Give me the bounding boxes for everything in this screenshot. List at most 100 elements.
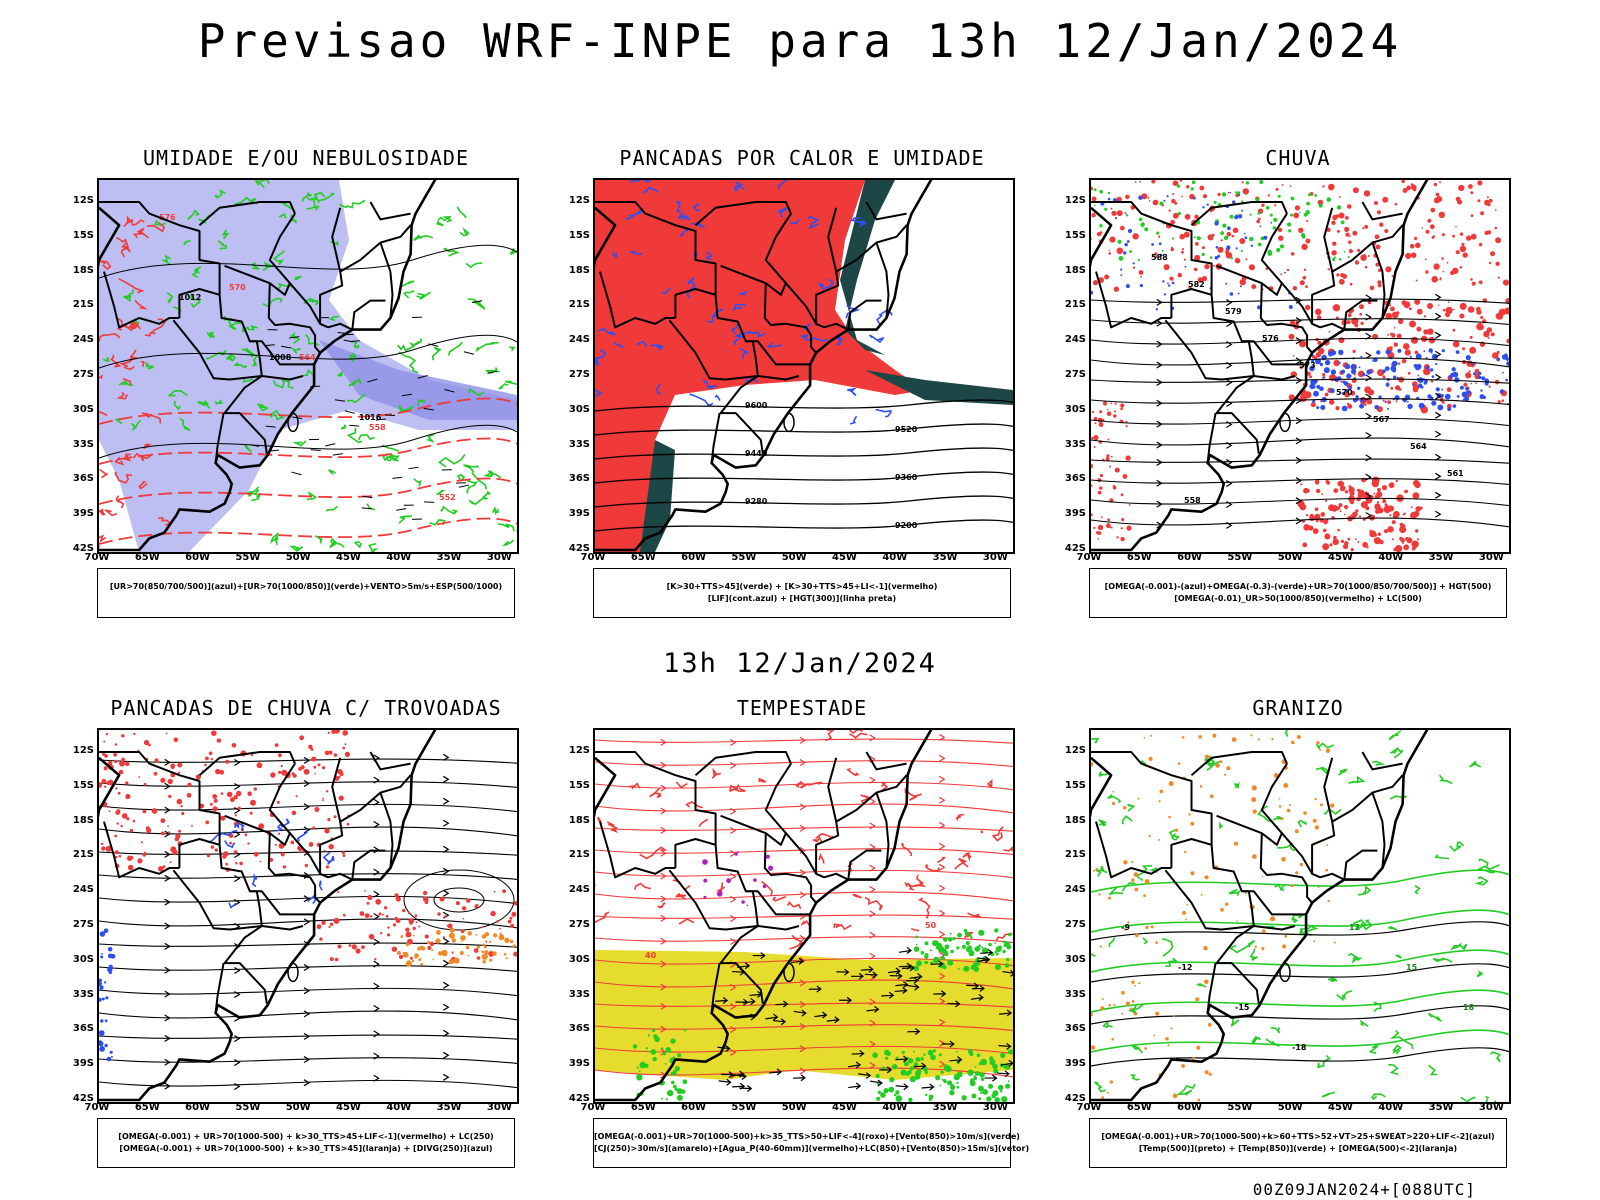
rain-red-south	[1297, 476, 1423, 552]
legend-box: [UR>70(850/700/500)](azul)+[UR>70(1000/8…	[97, 568, 515, 618]
lat-tick-label: 12S	[72, 745, 94, 756]
lat-tick-label: 36S	[72, 473, 94, 485]
lon-tick-label: 40W	[882, 552, 908, 563]
lat-tick-label: 27S	[72, 369, 94, 380]
omega500-orange-south	[1091, 979, 1212, 1102]
contour-label: 9280	[745, 497, 768, 506]
hgt300-contours	[595, 399, 1013, 532]
anticyclone-loop	[403, 869, 515, 931]
map-borders	[1091, 730, 1429, 1102]
lon-tick-label: 65W	[1126, 552, 1152, 563]
forecast-map-pancadas-de-chuva-c-trovoadas	[97, 728, 519, 1104]
divergence-blue	[99, 928, 116, 1062]
panel-title-tempestade: TEMPESTADE	[736, 696, 868, 720]
lon-tick-label: 70W	[580, 552, 606, 563]
lon-tick-label: 35W	[1428, 1102, 1454, 1113]
contour-label: 552	[439, 493, 456, 502]
lat-tick-label: 18S	[72, 264, 94, 276]
contour-label: -9	[1121, 923, 1130, 932]
lat-tick-label: 24S	[1064, 334, 1086, 346]
wind-vectors	[248, 300, 498, 520]
lat-tick-label: 24S	[1064, 884, 1086, 896]
wind850-green-ne	[913, 928, 1012, 972]
lon-tick-label: 65W	[1126, 1102, 1152, 1113]
lat-tick-label: 18S	[1064, 814, 1086, 826]
contour-label: 9440	[745, 449, 768, 458]
main-title: Previsao WRF-INPE para 13h 12/Jan/2024	[197, 14, 1403, 68]
lat-tick-label: 24S	[568, 884, 590, 896]
temp850-contours	[1091, 869, 1509, 1053]
lon-tick-label: 30W	[1478, 552, 1504, 563]
lon-tick-label: 40W	[1378, 1102, 1404, 1113]
lat-tick-label: 42S	[568, 1093, 590, 1104]
map-borders	[1091, 180, 1429, 552]
lon-tick-label: 65W	[134, 1102, 160, 1113]
lat-tick-label: 12S	[1064, 745, 1086, 756]
panel-title-pancadas-por-calor-e-umidade: PANCADAS POR CALOR E UMIDADE	[619, 146, 985, 170]
contour-label: 9520	[895, 425, 918, 434]
lat-tick-label: 33S	[72, 438, 94, 450]
forecast-map-granizo: -9 -12 -15 -18 12 15 18	[1089, 728, 1511, 1104]
lat-tick-label: 42S	[1064, 1093, 1086, 1104]
contour-label: 9360	[895, 473, 918, 482]
lon-tick-label: 45W	[336, 1102, 361, 1113]
lon-tick-label: 30W	[1478, 1102, 1504, 1113]
contour-label: 1008	[269, 353, 292, 362]
pressure-contours	[99, 244, 517, 459]
lat-tick-label: 12S	[1064, 195, 1086, 206]
contour-label: 570	[229, 283, 246, 292]
lat-tick-label: 30S	[1064, 403, 1086, 415]
lat-tick-label: 42S	[72, 543, 94, 554]
legend-line: [CJ(250)>30m/s](amarelo)+[Agua_P(40-60mm…	[594, 1144, 1030, 1153]
lon-tick-label: 55W	[1227, 1102, 1253, 1113]
panel-title-umidade-e-ou-nebulosidade: UMIDADE E/OU NEBULOSIDADE	[142, 146, 470, 170]
lat-tick-label: 24S	[568, 334, 590, 346]
forecast-map-chuva: 588 582 579 576 573 570 567 564 561 558	[1089, 178, 1511, 554]
legend-box: [OMEGA(-0.001)+UR>70(1000-500)+k>60+TTS>…	[1089, 1118, 1507, 1168]
contour-label: 579	[1225, 307, 1242, 316]
contour-label: 9200	[895, 521, 918, 530]
lat-tick-label: 21S	[1064, 299, 1086, 311]
lon-tick-label: 60W	[681, 1102, 707, 1113]
lat-tick-label: 21S	[72, 299, 94, 311]
lat-tick-label: 15S	[1064, 229, 1086, 241]
lat-tick-label: 12S	[72, 195, 94, 206]
lon-tick-label: 40W	[386, 1102, 412, 1113]
lat-tick-label: 36S	[1064, 1023, 1086, 1035]
forecast-map-pancadas-por-calor-e-umidade: 9600 9520 9440 9360 9280 9200	[593, 178, 1015, 554]
lat-tick-label: 39S	[1064, 1058, 1086, 1070]
contour-label: 564	[299, 353, 316, 362]
run-footer: 00Z09JAN2024+[088UTC]	[1252, 1180, 1476, 1199]
lon-tick-label: 45W	[1328, 1102, 1353, 1113]
lat-tick-label: 39S	[568, 508, 590, 520]
lon-tick-label: 60W	[1177, 552, 1203, 563]
instability-red-area	[595, 180, 925, 552]
lat-tick-label: 27S	[72, 919, 94, 930]
contour-label: 12	[1349, 923, 1360, 932]
lc250-streamlines	[99, 753, 517, 1090]
contour-label: 15	[1406, 963, 1418, 972]
contour-label: 1012	[179, 293, 201, 302]
legend-box: [K>30+TTS>45](verde) + [K>30+TTS>45+LI<-…	[593, 568, 1011, 618]
lat-tick-label: 24S	[72, 334, 94, 346]
panel-title-chuva: CHUVA	[1265, 146, 1331, 170]
legend-line: [K>30+TTS>45](verde) + [K>30+TTS>45+LI<-…	[666, 582, 938, 591]
lat-tick-label: 30S	[1064, 953, 1086, 965]
lon-tick-label: 55W	[731, 1102, 757, 1113]
lat-tick-label: 15S	[72, 229, 94, 241]
omega500-orange	[1091, 733, 1336, 951]
lon-tick-label: 35W	[436, 552, 462, 563]
lat-tick-label: 24S	[72, 884, 94, 896]
lat-tick-label: 36S	[568, 473, 590, 485]
contour-label: 564	[1410, 442, 1427, 451]
panel-title-granizo: GRANIZO	[1252, 696, 1344, 720]
lon-tick-label: 30W	[486, 552, 512, 563]
lat-tick-label: 36S	[568, 1023, 590, 1035]
contour-label: 582	[1188, 280, 1205, 289]
temp850-green	[1091, 730, 1501, 1102]
lon-tick-label: 35W	[1428, 552, 1454, 563]
lon-tick-label: 55W	[235, 552, 261, 563]
lon-tick-label: 35W	[932, 1102, 958, 1113]
legend-line: [OMEGA(-0.01)_UR>50(1000/850)(vermelho) …	[1174, 594, 1422, 603]
lon-tick-label: 55W	[731, 552, 757, 563]
